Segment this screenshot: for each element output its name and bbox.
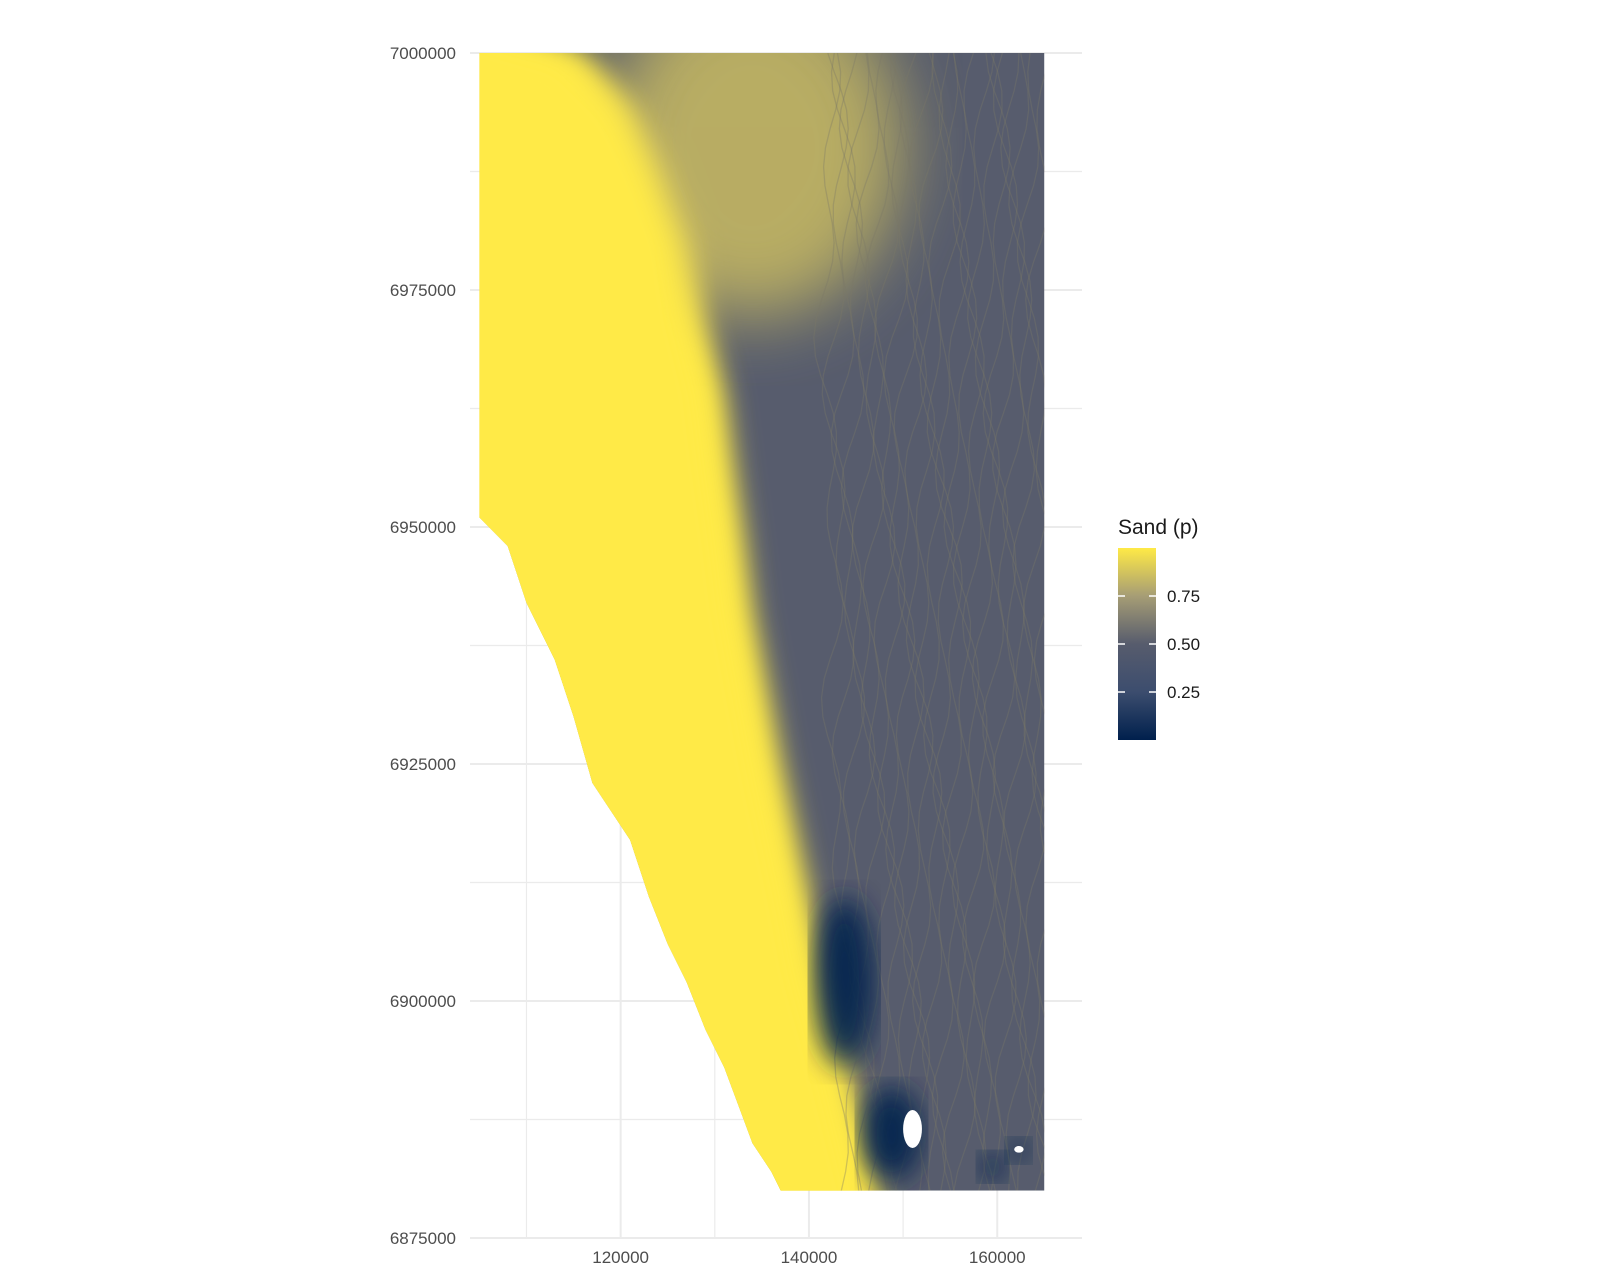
contour-line — [966, 53, 1007, 1191]
contour-line — [918, 53, 955, 1191]
contour-line — [952, 53, 996, 1191]
contour-line — [992, 53, 1037, 1191]
contour-line — [943, 53, 987, 1191]
contour-line — [982, 53, 1028, 1191]
legend: Sand (p) 0.25 0.50 0.75 — [1118, 516, 1200, 740]
y-tick-label: 7000000 — [390, 44, 456, 63]
y-axis-ticks: 7000000 6975000 6950000 6925000 6900000 68750… — [390, 44, 456, 1248]
contour-line — [899, 53, 939, 1191]
sand-raster — [479, 53, 1045, 1191]
contour-line — [1016, 53, 1045, 1191]
legend-ticks: 0.25 0.50 0.75 — [1118, 587, 1200, 702]
contour-line — [890, 53, 931, 1191]
missing-data-patch — [1014, 1146, 1024, 1153]
x-tick-label: 120000 — [592, 1248, 649, 1267]
y-tick-label: 6900000 — [390, 992, 456, 1011]
sand-transition-zone — [602, 53, 903, 318]
contour-line — [959, 53, 996, 1191]
contour-line — [855, 53, 898, 1191]
x-tick-label: 140000 — [781, 1248, 838, 1267]
contour-line — [926, 53, 965, 1191]
x-axis-ticks: 120000 140000 160000 — [592, 1248, 1025, 1267]
contour-line — [1025, 53, 1045, 1191]
legend-tick-label: 0.50 — [1167, 635, 1200, 654]
contour-line — [847, 53, 893, 1191]
contour-line — [1008, 53, 1045, 1191]
low-sand-patch — [813, 896, 875, 1068]
contour-line — [864, 53, 905, 1191]
contour-line — [934, 53, 976, 1191]
y-tick-label: 6950000 — [390, 518, 456, 537]
y-tick-label: 6925000 — [390, 755, 456, 774]
legend-title: Sand (p) — [1118, 516, 1199, 539]
contour-line — [974, 53, 1017, 1191]
contour-line — [908, 53, 947, 1191]
legend-tick-label: 0.25 — [1167, 683, 1200, 702]
y-tick-label: 6975000 — [390, 281, 456, 300]
contour-line — [874, 53, 913, 1191]
x-tick-label: 160000 — [969, 1248, 1026, 1267]
contour-line — [1000, 53, 1045, 1191]
low-sand-patch — [978, 1152, 1007, 1182]
low-sand-patch — [860, 1086, 922, 1182]
y-tick-label: 6875000 — [390, 1229, 456, 1248]
missing-data-patch — [903, 1110, 922, 1148]
contour-line — [883, 53, 923, 1191]
legend-tick-label: 0.75 — [1167, 587, 1200, 606]
